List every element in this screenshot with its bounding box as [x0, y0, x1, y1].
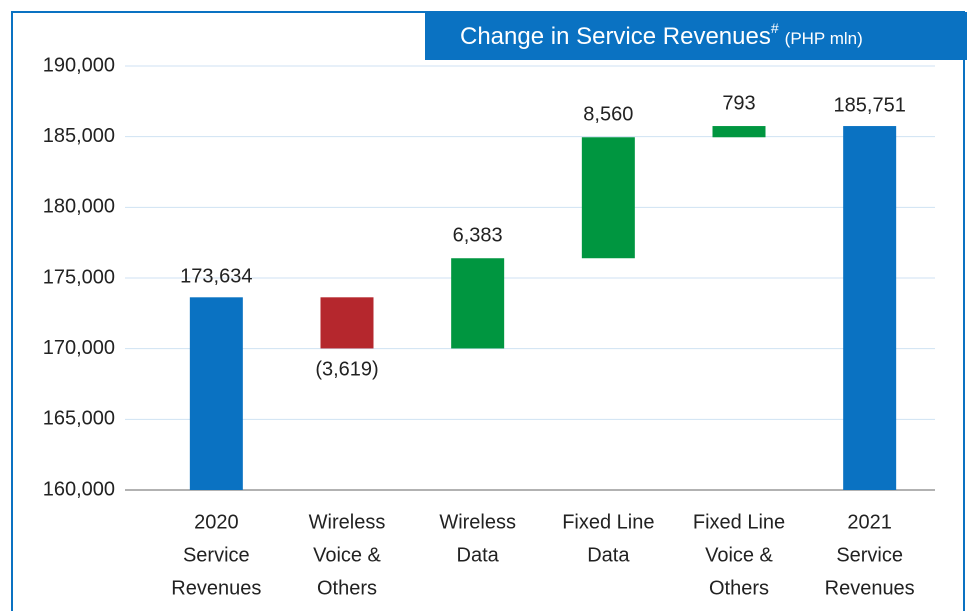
- x-tick-label: Wireless: [439, 511, 516, 533]
- value-label: 6,383: [453, 225, 503, 247]
- x-tick-label: Fixed Line: [693, 511, 785, 533]
- x-tick-label: Wireless: [309, 511, 386, 533]
- chart-title: Change in Service Revenues: [460, 23, 771, 50]
- x-tick-label: Service: [836, 544, 903, 566]
- y-tick-label: 170,000: [43, 337, 115, 359]
- value-label: 793: [722, 92, 755, 114]
- y-tick-label: 185,000: [43, 125, 115, 147]
- title-mark: #: [771, 20, 779, 36]
- bar: [451, 258, 505, 349]
- x-tick-label: Service: [183, 544, 250, 566]
- x-tick-label: Others: [709, 577, 769, 599]
- y-tick-label: 160,000: [43, 478, 115, 500]
- value-label: (3,619): [315, 359, 378, 381]
- x-tick-label: Revenues: [825, 577, 915, 599]
- unit: (PHP mln): [785, 29, 863, 48]
- bar: [712, 126, 766, 138]
- x-tick-label: Others: [317, 577, 377, 599]
- value-label: 173,634: [180, 266, 252, 288]
- x-tick-label: 2021: [847, 511, 892, 533]
- bar: [843, 126, 897, 490]
- bar: [581, 137, 635, 259]
- y-tick-label: 165,000: [43, 408, 115, 430]
- x-tick-label: Fixed Line: [562, 511, 654, 533]
- bar: [320, 297, 374, 349]
- value-label: 185,751: [834, 94, 906, 116]
- y-tick-label: 175,000: [43, 266, 115, 288]
- bar: [189, 297, 243, 490]
- x-tick-label: Voice &: [313, 544, 381, 566]
- x-tick-label: 2020: [194, 511, 239, 533]
- y-tick-label: 180,000: [43, 196, 115, 218]
- x-tick-label: Revenues: [171, 577, 261, 599]
- x-tick-label: Voice &: [705, 544, 773, 566]
- value-label: 8,560: [583, 104, 633, 126]
- x-tick-label: Data: [587, 544, 630, 566]
- y-tick-label: 190,000: [43, 54, 115, 76]
- x-tick-label: Data: [457, 544, 500, 566]
- title-box: [425, 12, 967, 60]
- chart-title-group: Change in Service Revenues# (PHP mln): [460, 20, 863, 51]
